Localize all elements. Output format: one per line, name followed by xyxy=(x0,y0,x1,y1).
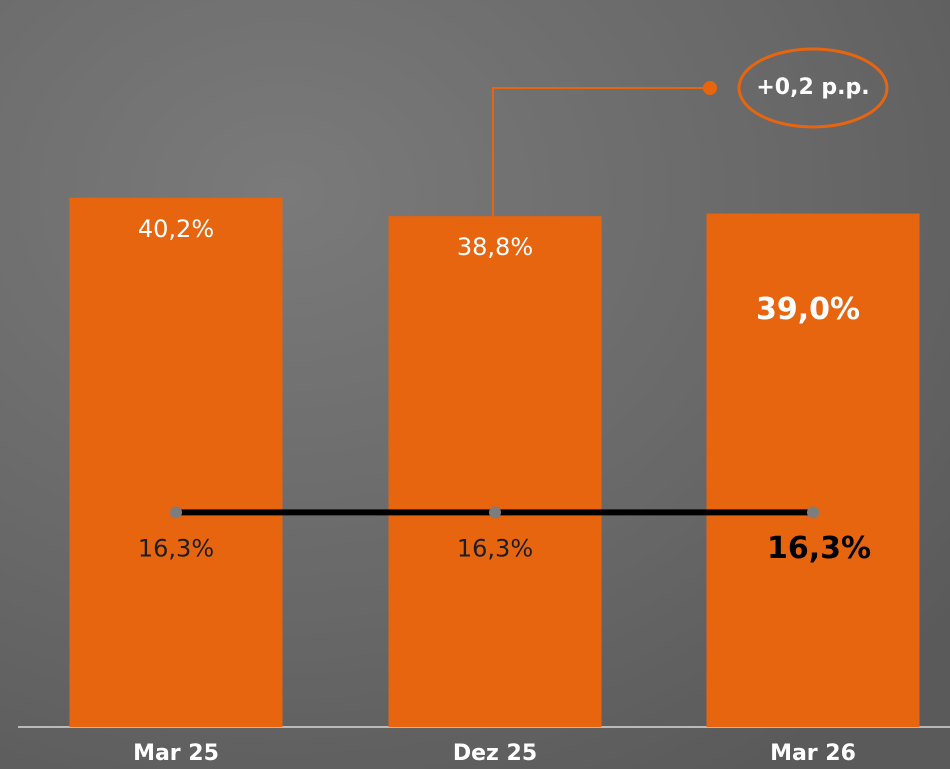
line-point xyxy=(170,506,182,519)
x-tick-label: Mar 26 xyxy=(770,741,856,766)
annotation-connector xyxy=(492,87,710,217)
bar xyxy=(706,213,920,727)
line-point xyxy=(489,506,501,519)
annotation-ellipse xyxy=(737,47,889,129)
bar xyxy=(388,216,602,728)
line-value-label: 16,3% xyxy=(138,534,214,562)
line-point xyxy=(807,506,819,519)
x-tick-label: Dez 25 xyxy=(453,741,537,766)
x-tick-label: Mar 25 xyxy=(133,741,219,766)
bar-value-label: 38,8% xyxy=(457,233,533,261)
bar xyxy=(69,197,283,728)
line-value-label: 16,3% xyxy=(457,534,533,562)
line-value-label: 16,3% xyxy=(767,531,871,566)
annotation: +0,2 p.p. xyxy=(756,75,869,100)
annotation-dot xyxy=(703,81,717,95)
bar-value-label: 40,2% xyxy=(138,215,214,243)
bar-value-label: 39,0% xyxy=(756,292,860,327)
